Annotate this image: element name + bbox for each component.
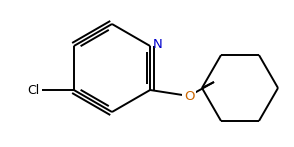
Text: N: N [153, 37, 163, 51]
Text: O: O [184, 90, 194, 102]
Text: Cl: Cl [28, 83, 40, 96]
